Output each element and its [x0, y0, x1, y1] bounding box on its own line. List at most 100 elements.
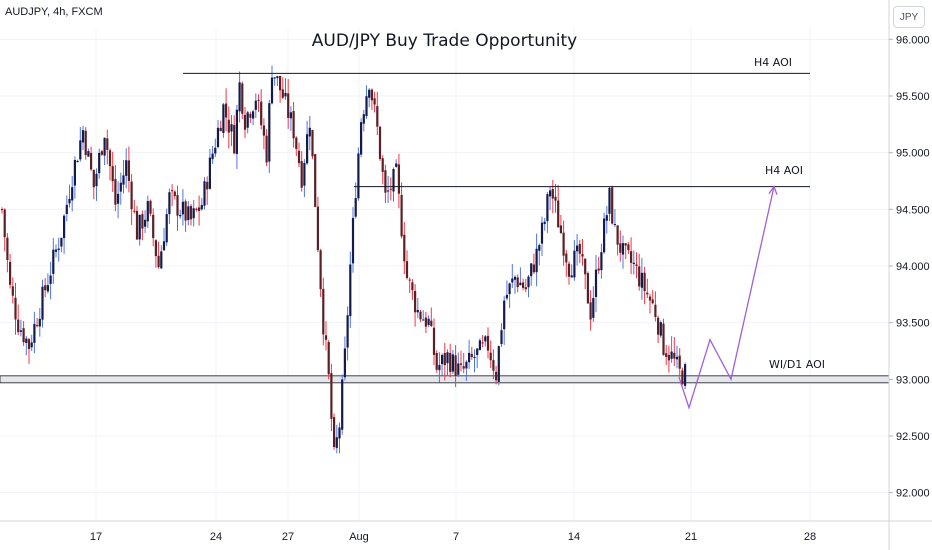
candle-body — [411, 282, 414, 291]
candle-body — [279, 76, 282, 91]
candle-body — [354, 198, 357, 217]
candle — [152, 208, 155, 247]
candle — [619, 230, 622, 262]
currency-button[interactable]: JPY — [893, 6, 925, 28]
candle-body — [459, 363, 463, 365]
candle — [613, 209, 616, 228]
candle — [130, 174, 133, 225]
candle-body — [562, 232, 565, 256]
candle — [316, 196, 319, 253]
price-tick-label: 95.500 — [896, 91, 930, 103]
candle — [87, 148, 90, 157]
candle — [557, 184, 560, 228]
candle-body — [592, 298, 595, 318]
candle — [511, 263, 514, 288]
candle-body — [527, 276, 530, 288]
candle — [95, 168, 98, 201]
candle-body — [103, 137, 106, 156]
candle — [486, 327, 490, 359]
candle — [92, 169, 95, 200]
candle — [597, 256, 600, 274]
candle-body — [370, 89, 373, 101]
candle-body — [378, 126, 382, 159]
candle — [25, 336, 28, 356]
candle — [287, 79, 290, 129]
candle — [611, 185, 614, 225]
candle — [349, 251, 352, 329]
candle — [365, 85, 368, 119]
candle — [65, 195, 68, 222]
candle-body — [41, 286, 44, 320]
candle — [270, 65, 274, 105]
candle-body — [90, 152, 93, 170]
candle — [673, 337, 676, 367]
candle-body — [616, 225, 619, 245]
candle — [586, 271, 589, 304]
candle — [441, 353, 444, 376]
candle — [411, 279, 414, 300]
candle-body — [543, 221, 546, 224]
candle-body — [314, 154, 317, 207]
candle — [203, 177, 206, 210]
candle — [624, 242, 627, 260]
candle — [648, 293, 652, 314]
candle-body — [52, 249, 55, 274]
candle-body — [341, 379, 344, 430]
candle — [181, 189, 184, 226]
candle-body — [216, 127, 220, 148]
candle-body — [438, 364, 441, 371]
candle — [198, 195, 201, 226]
candle-body — [395, 163, 398, 167]
candle-body — [292, 110, 295, 139]
candle-body — [195, 208, 198, 210]
candle-body — [594, 269, 598, 297]
candle — [419, 309, 422, 323]
candle — [567, 261, 571, 285]
candle-body — [184, 201, 187, 221]
candle — [459, 350, 463, 372]
candle-body — [454, 355, 457, 376]
candle — [322, 277, 325, 346]
candle-body — [154, 240, 157, 257]
candle-body — [171, 190, 174, 192]
candle-body — [114, 179, 117, 205]
candle-body — [373, 98, 376, 105]
candle — [484, 334, 487, 347]
candle-body — [443, 353, 446, 366]
candle — [424, 311, 427, 334]
candle — [638, 253, 641, 291]
candle — [122, 159, 125, 194]
candle-body — [362, 114, 365, 124]
price-tick-label: 94.000 — [896, 261, 930, 273]
candle — [333, 413, 336, 450]
symbol-label[interactable]: AUDJPY, 4h, FXCM — [5, 6, 103, 18]
candle-body — [303, 162, 306, 186]
candle-body — [254, 100, 257, 110]
candle-body — [427, 318, 430, 325]
candle — [395, 159, 398, 168]
candle-body — [589, 302, 592, 320]
candle-body — [246, 112, 249, 128]
candle — [603, 212, 606, 254]
candle — [125, 148, 128, 189]
candle-body — [141, 214, 144, 229]
candle-body — [624, 243, 627, 246]
candle-body — [381, 158, 384, 172]
candle — [33, 311, 36, 354]
candle — [127, 146, 130, 193]
candle-body — [19, 330, 22, 332]
candle — [621, 235, 625, 269]
candle — [260, 89, 263, 130]
candle-body — [260, 101, 263, 126]
candle — [214, 138, 217, 157]
candle-body — [243, 114, 247, 130]
candle — [135, 205, 139, 240]
level-label-h4-upper: H4 AOI — [754, 56, 793, 69]
candle — [241, 81, 244, 119]
candle — [657, 315, 660, 343]
candle — [22, 321, 25, 346]
candle-body — [63, 215, 66, 239]
candle-body — [111, 166, 114, 182]
candle — [370, 88, 373, 110]
